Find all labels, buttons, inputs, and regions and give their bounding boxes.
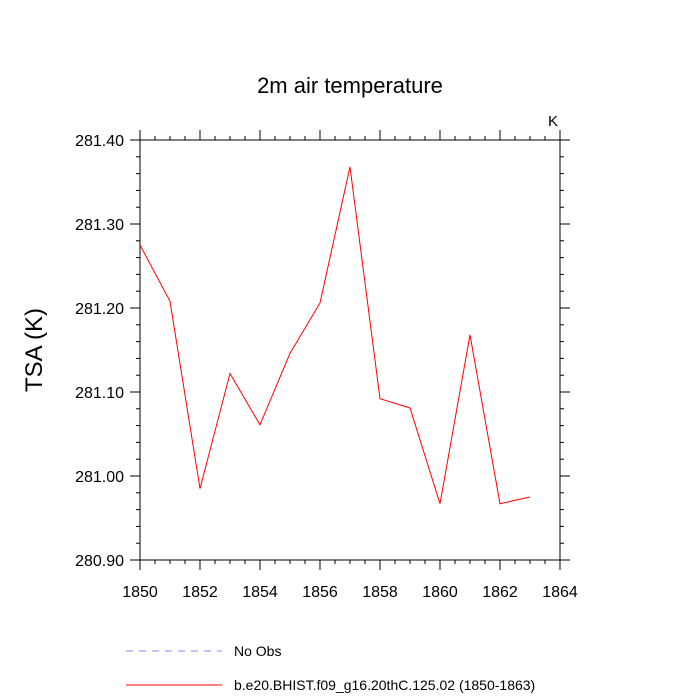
y-axis-ticks: 280.90 281.00 281.10 281.20 281.30 281.40 — [75, 133, 570, 570]
x-tick-label: 1856 — [302, 584, 338, 601]
x-tick-label: 1854 — [242, 584, 278, 601]
y-tick-label: 281.10 — [75, 385, 124, 402]
series-group — [139, 166, 531, 505]
x-tick-label: 1862 — [482, 584, 518, 601]
x-tick-label: 1864 — [542, 584, 578, 601]
x-tick-label: 1860 — [422, 584, 458, 601]
units-label: K — [548, 113, 558, 130]
legend-label: No Obs — [234, 643, 281, 659]
y-tick-label: 281.20 — [75, 301, 124, 318]
y-axis-label: TSA (K) — [21, 308, 48, 392]
legend-label: b.e20.BHIST.f09_g16.20thC.125.02 (1850-1… — [234, 677, 535, 693]
chart-title: 2m air temperature — [257, 73, 443, 98]
y-tick-label: 281.00 — [75, 469, 124, 486]
x-axis-ticks: 1850 1852 1854 1856 1858 1860 1862 1864 — [122, 130, 578, 601]
x-tick-label: 1858 — [362, 584, 398, 601]
y-tick-label: 281.30 — [75, 217, 124, 234]
series-line — [139, 166, 531, 505]
legend: No Obs b.e20.BHIST.f09_g16.20thC.125.02 (… — [126, 643, 535, 693]
plot-frame — [139, 139, 561, 561]
y-tick-label: 281.40 — [75, 133, 124, 150]
y-tick-label: 280.90 — [75, 553, 124, 570]
x-tick-label: 1850 — [122, 584, 158, 601]
x-tick-label: 1852 — [182, 584, 218, 601]
